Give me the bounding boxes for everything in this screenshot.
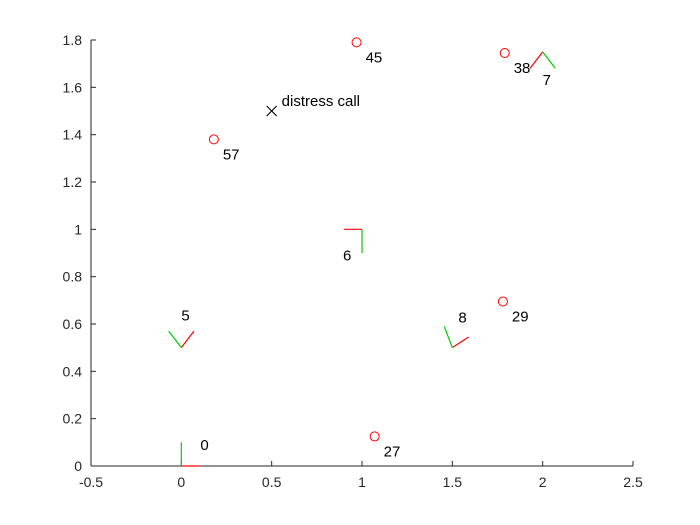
x-tick-label: 1 xyxy=(358,474,366,490)
x-marker xyxy=(266,105,278,117)
pose-red-arm xyxy=(452,336,469,349)
pose-label: 8 xyxy=(458,310,466,327)
x-tick-label: 0 xyxy=(177,474,185,490)
x-tick-label: 2.5 xyxy=(623,474,643,490)
point-label: 29 xyxy=(512,309,529,326)
pose-red-arm xyxy=(529,51,544,69)
circle-marker xyxy=(497,296,508,307)
axes: -0.5 0 0.5 1 1.5 2 2.500.20.40.60.811.21.41.61… xyxy=(63,32,643,490)
plot-marks: 45 38 57 29 27 0 5 6 7 8 distress call xyxy=(168,37,556,467)
circle-marker xyxy=(369,431,380,442)
circle-marker xyxy=(208,134,219,145)
pose-label: 7 xyxy=(543,72,551,89)
x-tick-label: -0.5 xyxy=(79,474,103,490)
x-tick-label: 0.5 xyxy=(262,474,282,490)
pose-label: 5 xyxy=(181,308,189,325)
y-tick-label: 0.2 xyxy=(63,411,83,427)
x-tick-label: 2 xyxy=(539,474,547,490)
y-tick-label: 1.8 xyxy=(63,32,83,48)
circle-marker xyxy=(351,37,362,48)
y-tick-label: 0 xyxy=(74,458,82,474)
pose-red-arm xyxy=(180,330,195,349)
point-label: 27 xyxy=(384,443,401,460)
y-tick-label: 0.8 xyxy=(63,269,83,285)
y-tick-label: 1.2 xyxy=(63,174,83,190)
marker-label: distress call xyxy=(282,93,360,110)
pose-label: 6 xyxy=(343,247,351,264)
y-tick-label: 1.4 xyxy=(63,127,83,143)
pose-green-arm xyxy=(443,326,453,348)
x-tick-label: 1.5 xyxy=(443,474,463,490)
y-tick-label: 1 xyxy=(74,221,82,237)
y-tick-label: 1.6 xyxy=(63,79,83,95)
point-label: 38 xyxy=(514,60,531,77)
point-label: 57 xyxy=(223,146,240,163)
pose-green-arm xyxy=(168,330,182,349)
circle-marker xyxy=(499,48,510,59)
y-tick-label: 0.4 xyxy=(63,363,83,379)
point-label: 45 xyxy=(366,49,383,66)
y-tick-label: 0.6 xyxy=(63,316,83,332)
pose-label: 0 xyxy=(200,437,208,454)
pose-green-arm xyxy=(542,51,556,69)
